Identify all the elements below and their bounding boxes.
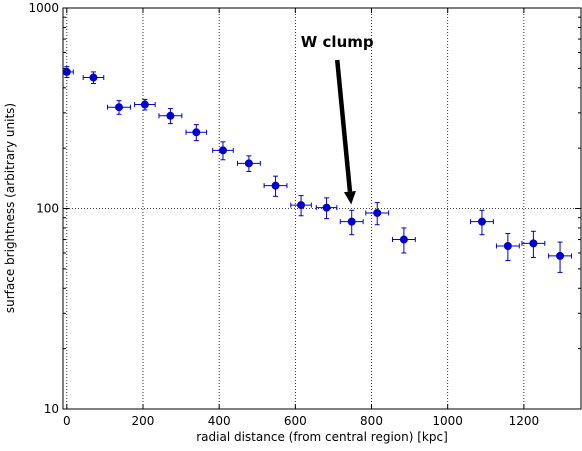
data-point [263,175,288,197]
data-point [315,197,338,220]
data-marker [556,251,565,260]
data-marker [244,159,253,168]
data-point [470,209,494,236]
x-axis-label: radial distance (from central region) [k… [196,430,448,444]
x-tick-label: 1000 [432,414,463,428]
data-point [82,71,105,85]
data-marker [322,203,331,212]
data-point [107,100,131,115]
data-point [212,141,234,161]
annotation-arrow-head [343,190,356,205]
data-marker [62,67,71,76]
data-marker [297,201,306,210]
y-tick-label: 100 [36,202,59,216]
x-tick-label: 0 [63,414,71,428]
data-point [134,98,156,111]
data-point [548,241,572,273]
x-tick-label: 1200 [509,414,540,428]
y-axis-label: surface brightness (arbitrary units) [3,103,17,313]
data-point [495,233,520,262]
annotation-arrow-shaft [334,59,353,192]
y-tick-label: 1000 [28,1,59,15]
data-point [521,230,546,258]
data-point [339,209,364,236]
x-tick-label: 600 [284,414,307,428]
data-marker [114,103,123,112]
data-marker [373,208,382,217]
x-tick-label: 400 [208,414,231,428]
data-points [62,66,572,273]
data-marker [218,146,227,155]
x-tick-label: 200 [132,414,155,428]
grid [63,8,581,409]
y-tick-labels: 10 100 1000 [28,1,59,416]
data-marker [140,100,149,109]
annotation-label: W clump [301,33,374,51]
data-marker [529,239,538,248]
x-tick-labels: 0 200 400 600 800 1000 1200 [63,414,539,428]
data-point [185,124,208,142]
data-point [290,195,312,217]
data-point [365,202,390,226]
data-marker [89,73,98,82]
data-marker [477,217,486,226]
data-marker [503,242,512,251]
y-tick-label: 10 [44,402,59,416]
annotation-w-clump: W clump [301,33,374,205]
data-marker [166,111,175,120]
axis-ticks [63,7,581,410]
data-marker [192,128,201,137]
data-marker [271,181,280,190]
data-point [62,66,74,79]
data-marker [399,235,408,244]
data-point [236,155,261,172]
data-marker [347,217,356,226]
data-point [158,108,183,125]
x-tick-label: 800 [360,414,383,428]
data-point [391,227,416,254]
